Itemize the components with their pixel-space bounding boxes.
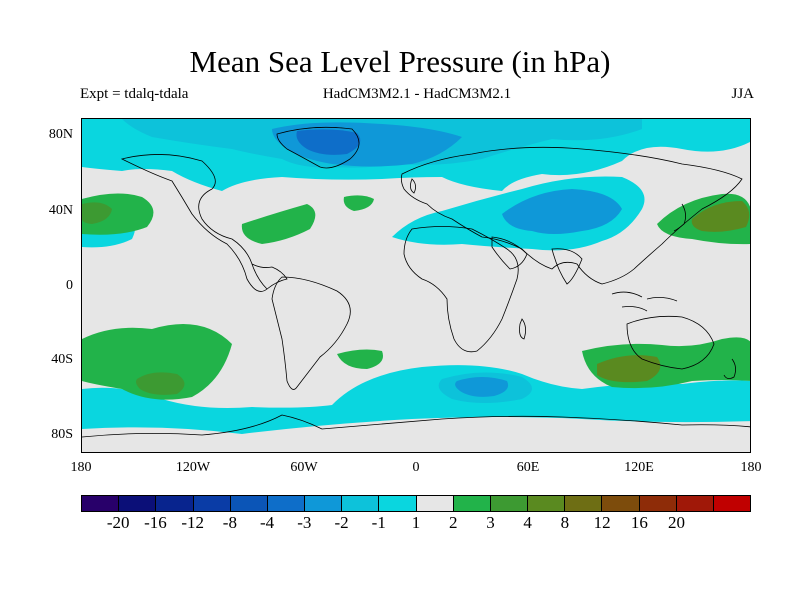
greenland-coast bbox=[276, 126, 360, 169]
africa-coast bbox=[403, 226, 519, 353]
pressure-map bbox=[81, 118, 751, 453]
colorbar-label: 1 bbox=[411, 513, 421, 532]
colorbar-swatch bbox=[305, 496, 343, 511]
colorbar-label: -16 bbox=[144, 513, 167, 532]
pressure-map-svg bbox=[82, 119, 750, 452]
new-zealand-coast bbox=[723, 358, 736, 379]
colorbar-label: 16 bbox=[630, 513, 648, 532]
colorbar-swatch bbox=[82, 496, 120, 511]
chart-title: Mean Sea Level Pressure (in hPa) bbox=[189, 44, 611, 79]
south-pacific-high-core bbox=[136, 372, 185, 395]
colorbar-label: -8 bbox=[222, 513, 237, 532]
colorbar-label: 8 bbox=[560, 513, 570, 532]
australia-coast bbox=[626, 315, 715, 370]
atlantic-high bbox=[241, 204, 316, 244]
colorbar-swatch bbox=[193, 496, 231, 511]
lon-label-60w: 60W bbox=[290, 460, 318, 475]
lon-label-0: 0 bbox=[412, 460, 420, 475]
coastlines bbox=[82, 126, 750, 438]
colorbar-swatch bbox=[416, 496, 454, 511]
madagascar-coast bbox=[519, 318, 526, 340]
japan-coast bbox=[673, 203, 686, 232]
west-pacific-high-core bbox=[691, 201, 750, 232]
colorbar-swatch bbox=[379, 496, 417, 511]
south-pacific-high bbox=[82, 324, 232, 400]
indonesia-coast bbox=[611, 291, 678, 312]
colorbar-swatch bbox=[119, 496, 157, 511]
colorbar bbox=[81, 495, 751, 512]
model-label: HadCM3M2.1 - HadCM3M2.1 bbox=[322, 86, 512, 102]
midatlantic-high bbox=[343, 195, 374, 211]
season-label: JJA bbox=[731, 86, 754, 102]
colorbar-swatch bbox=[267, 496, 306, 511]
lon-label-180w: 180 bbox=[70, 460, 92, 475]
lat-label-0: 0 bbox=[66, 278, 73, 293]
colorbar-label: -4 bbox=[260, 513, 275, 532]
colorbar-swatch bbox=[676, 496, 714, 511]
antarctica-coast bbox=[82, 414, 750, 438]
colorbar-swatch bbox=[453, 496, 491, 511]
colorbar-swatch bbox=[713, 496, 751, 511]
north-america-coast bbox=[120, 154, 268, 292]
lat-label-40n: 40N bbox=[48, 203, 73, 218]
greenland-low-core bbox=[296, 129, 361, 155]
antarctic-neutral bbox=[82, 417, 750, 452]
colorbar-label: -20 bbox=[106, 513, 130, 532]
lon-label-60e: 60E bbox=[516, 460, 540, 475]
colorbar-label: -1 bbox=[371, 513, 386, 532]
colorbar-label: 12 bbox=[593, 513, 611, 532]
colorbar-label: -2 bbox=[334, 513, 349, 532]
colorbar-label: -3 bbox=[297, 513, 312, 532]
experiment-label: Expt = tdalq-tdala bbox=[80, 86, 189, 102]
asia-negative-2 bbox=[502, 189, 622, 234]
south-atlantic-high bbox=[337, 349, 383, 369]
indian-ocean-high-core bbox=[597, 355, 661, 383]
colorbar-label: 20 bbox=[668, 513, 686, 532]
colorbar-swatch bbox=[639, 496, 677, 511]
lon-label-180e: 180 bbox=[740, 460, 762, 475]
lat-label-80n: 80N bbox=[48, 127, 73, 142]
eurasia-coast bbox=[400, 146, 743, 285]
colorbar-swatch bbox=[602, 496, 640, 511]
uk-coast bbox=[410, 178, 416, 194]
colorbar-label: 3 bbox=[486, 513, 495, 532]
colorbar-swatch bbox=[565, 496, 603, 511]
colorbar-swatch bbox=[490, 496, 529, 511]
southern-ocean-low bbox=[455, 377, 509, 397]
lat-label-40s: 40S bbox=[51, 352, 73, 367]
colorbar-swatch bbox=[528, 496, 566, 511]
lon-label-120w: 120W bbox=[175, 460, 211, 475]
colorbar-label: 4 bbox=[523, 513, 532, 532]
india-coast bbox=[551, 248, 583, 285]
north-pacific-high-core bbox=[82, 202, 112, 224]
colorbar-swatch bbox=[156, 496, 194, 511]
lat-label-80s: 80S bbox=[51, 427, 73, 442]
colorbar-swatch bbox=[342, 496, 380, 511]
arabia-coast bbox=[491, 236, 528, 270]
colorbar-label: -12 bbox=[181, 513, 204, 532]
colorbar-label: 2 bbox=[448, 513, 458, 532]
colorbar-swatch bbox=[230, 496, 268, 511]
lon-label-120e: 120E bbox=[624, 460, 654, 475]
south-america-coast bbox=[271, 276, 351, 390]
